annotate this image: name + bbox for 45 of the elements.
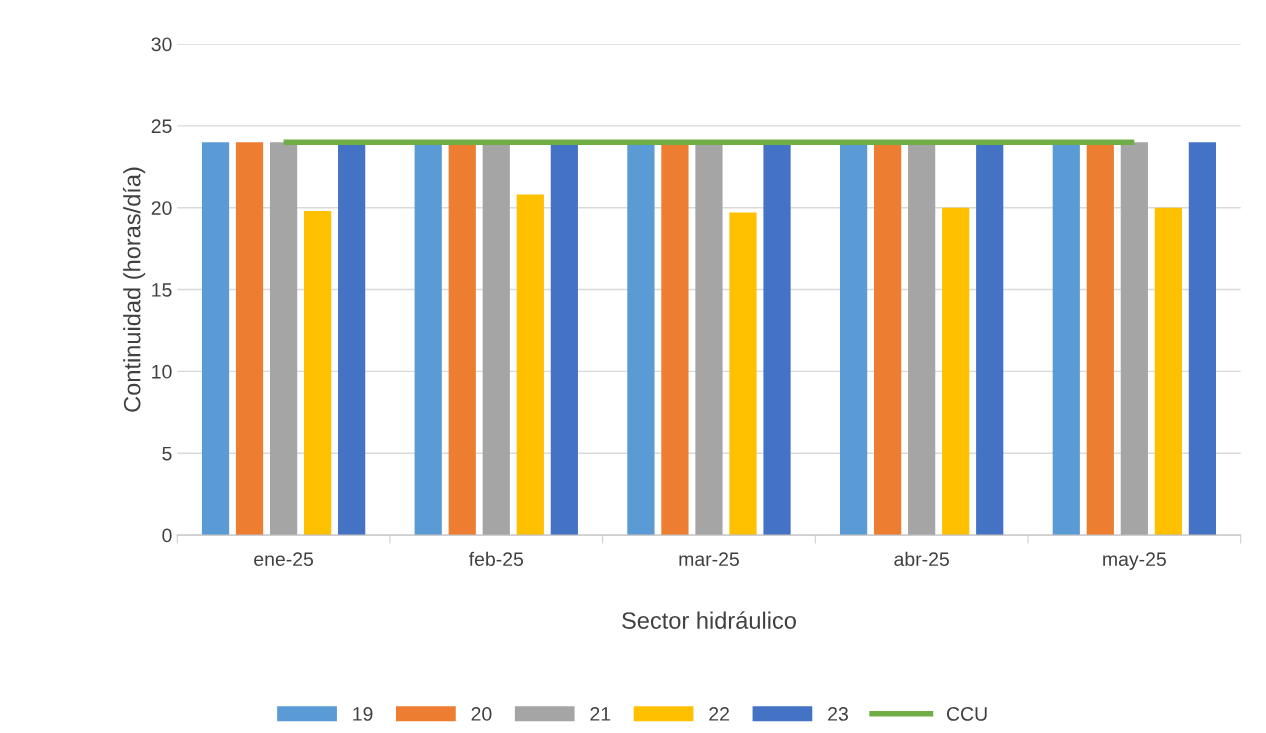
x-tick-label: may-25 bbox=[1103, 552, 1166, 570]
bar bbox=[729, 212, 757, 536]
bar bbox=[1154, 207, 1182, 536]
bar bbox=[414, 142, 442, 536]
bar bbox=[763, 142, 791, 536]
bar bbox=[235, 142, 264, 536]
bar bbox=[516, 194, 544, 536]
legend-label: 23 bbox=[828, 707, 848, 721]
x-axis-title: Sector hidráulico bbox=[622, 611, 796, 629]
x-tick-label: abr-25 bbox=[894, 551, 949, 567]
legend-label: 19 bbox=[353, 707, 373, 721]
y-tick-label: 0 bbox=[162, 528, 172, 543]
y-tick-label: 20 bbox=[151, 201, 172, 215]
y-tick-label: 15 bbox=[152, 283, 172, 297]
bar bbox=[908, 142, 936, 536]
bar bbox=[627, 142, 655, 536]
legend-label: CCU bbox=[946, 707, 987, 721]
bar bbox=[1120, 142, 1148, 536]
y-tick-label: 10 bbox=[152, 364, 172, 379]
bar bbox=[550, 142, 578, 536]
bar bbox=[1086, 142, 1114, 536]
bar bbox=[1188, 142, 1217, 536]
bar bbox=[874, 142, 902, 536]
bar bbox=[695, 142, 723, 536]
bar bbox=[448, 142, 476, 536]
y-tick-label: 25 bbox=[151, 119, 172, 134]
y-axis-title: Continuidad (horas/día) bbox=[122, 167, 146, 412]
bar bbox=[201, 142, 230, 536]
x-tick-label: mar-25 bbox=[679, 552, 739, 567]
bar bbox=[661, 142, 689, 536]
bar bbox=[976, 142, 1004, 536]
legend-label: 21 bbox=[590, 707, 611, 721]
bar bbox=[942, 207, 970, 536]
bar bbox=[1052, 142, 1080, 536]
x-tick-label: feb-25 bbox=[468, 551, 524, 567]
bar bbox=[338, 142, 366, 536]
y-tick-label: 30 bbox=[151, 37, 172, 52]
bar bbox=[304, 210, 332, 536]
y-tick-label: 5 bbox=[162, 446, 172, 461]
bar bbox=[482, 142, 510, 536]
x-tick-label: ene-25 bbox=[254, 552, 314, 567]
legend-label: 20 bbox=[471, 707, 492, 721]
bar bbox=[269, 142, 298, 536]
legend-label: 22 bbox=[709, 707, 729, 721]
bar bbox=[839, 142, 868, 536]
